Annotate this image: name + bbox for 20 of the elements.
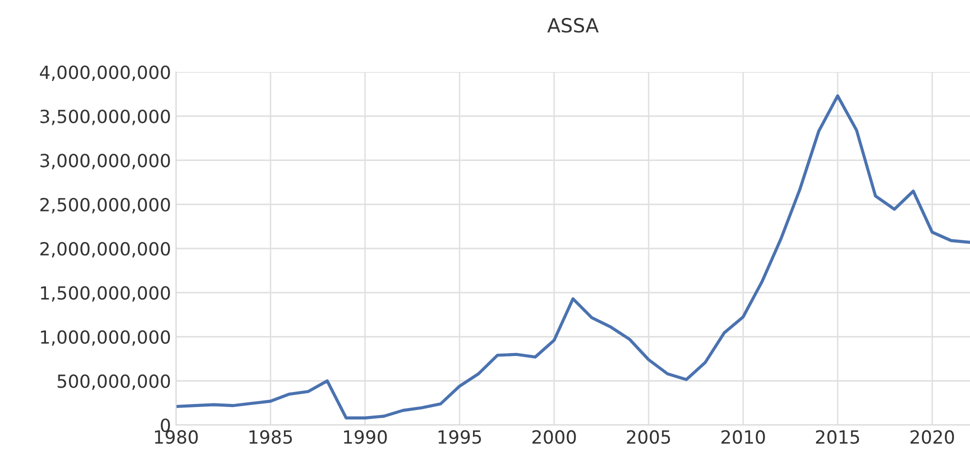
x-tick-label: 1995 [438,430,481,444]
x-tick-label: 2015 [816,430,860,444]
y-tick-label: 4,000,000,000 [40,65,170,81]
x-tick-label: 2010 [721,430,765,444]
y-tick-label: 2,000,000,000 [40,242,170,258]
x-tick-label: 2000 [532,430,576,444]
y-tick-label: 1,000,000,000 [41,330,170,346]
x-tick-label: 1980 [155,430,198,444]
y-tick-label: 3,500,000,000 [40,110,170,126]
y-tick-label: 2,500,000,000 [40,198,170,214]
x-tick-label: 2005 [626,430,670,444]
x-tick-label: 2020 [910,430,954,444]
y-tick-label: 0 [160,418,170,432]
line-series [176,94,970,420]
x-tick-label: 1985 [250,430,292,444]
x-tick-label: 1990 [344,430,387,444]
y-tick-label: 500,000,000 [58,374,170,390]
chart-title: ASSA [547,18,599,33]
y-tick-label: 1,500,000,000 [41,286,170,302]
y-tick-label: 3,000,000,000 [40,154,170,170]
